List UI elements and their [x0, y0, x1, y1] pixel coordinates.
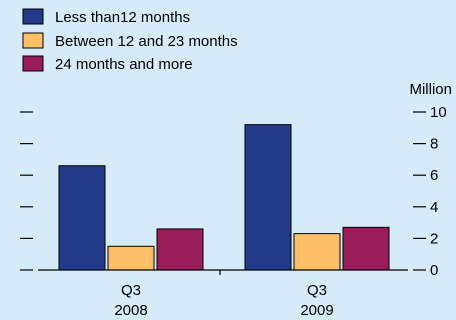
bar-1-3: [156, 228, 204, 271]
bars: [58, 124, 390, 275]
right-tick-label: 6: [430, 167, 438, 184]
bar-1-1: [58, 165, 106, 271]
legend-label-1: Less than12 months: [55, 9, 190, 26]
bar-1-2: [107, 245, 155, 271]
category-labels: Q3 2008 Q3 2009: [114, 282, 333, 319]
right-tick-label: 4: [430, 199, 438, 216]
legend-label-2: Between 12 and 23 months: [55, 33, 238, 50]
category-label-quarter: Q3: [307, 282, 327, 299]
bar-2-3: [342, 226, 390, 271]
right-tick-label: 10: [430, 104, 447, 121]
right-tick-label: 2: [430, 230, 438, 247]
right-tick-label: 0: [430, 262, 438, 279]
category-label-year: 2009: [300, 302, 333, 319]
y-unit-label: Million: [409, 81, 452, 98]
right-axis: 0 2 4 6 8 10: [413, 104, 447, 279]
legend-label-3: 24 months and more: [55, 56, 193, 73]
legend: Less than12 months Between 12 and 23 mont…: [22, 8, 238, 73]
bar-2-1: [244, 124, 292, 271]
category-label-quarter: Q3: [121, 282, 141, 299]
legend-swatch-1: [22, 8, 44, 25]
legend-swatch-3: [22, 55, 44, 72]
right-tick-label: 8: [430, 136, 438, 153]
category-label-year: 2008: [114, 302, 147, 319]
bar-2-2: [293, 233, 341, 271]
left-axis-ticks: [20, 111, 33, 271]
legend-swatch-2: [22, 32, 44, 49]
